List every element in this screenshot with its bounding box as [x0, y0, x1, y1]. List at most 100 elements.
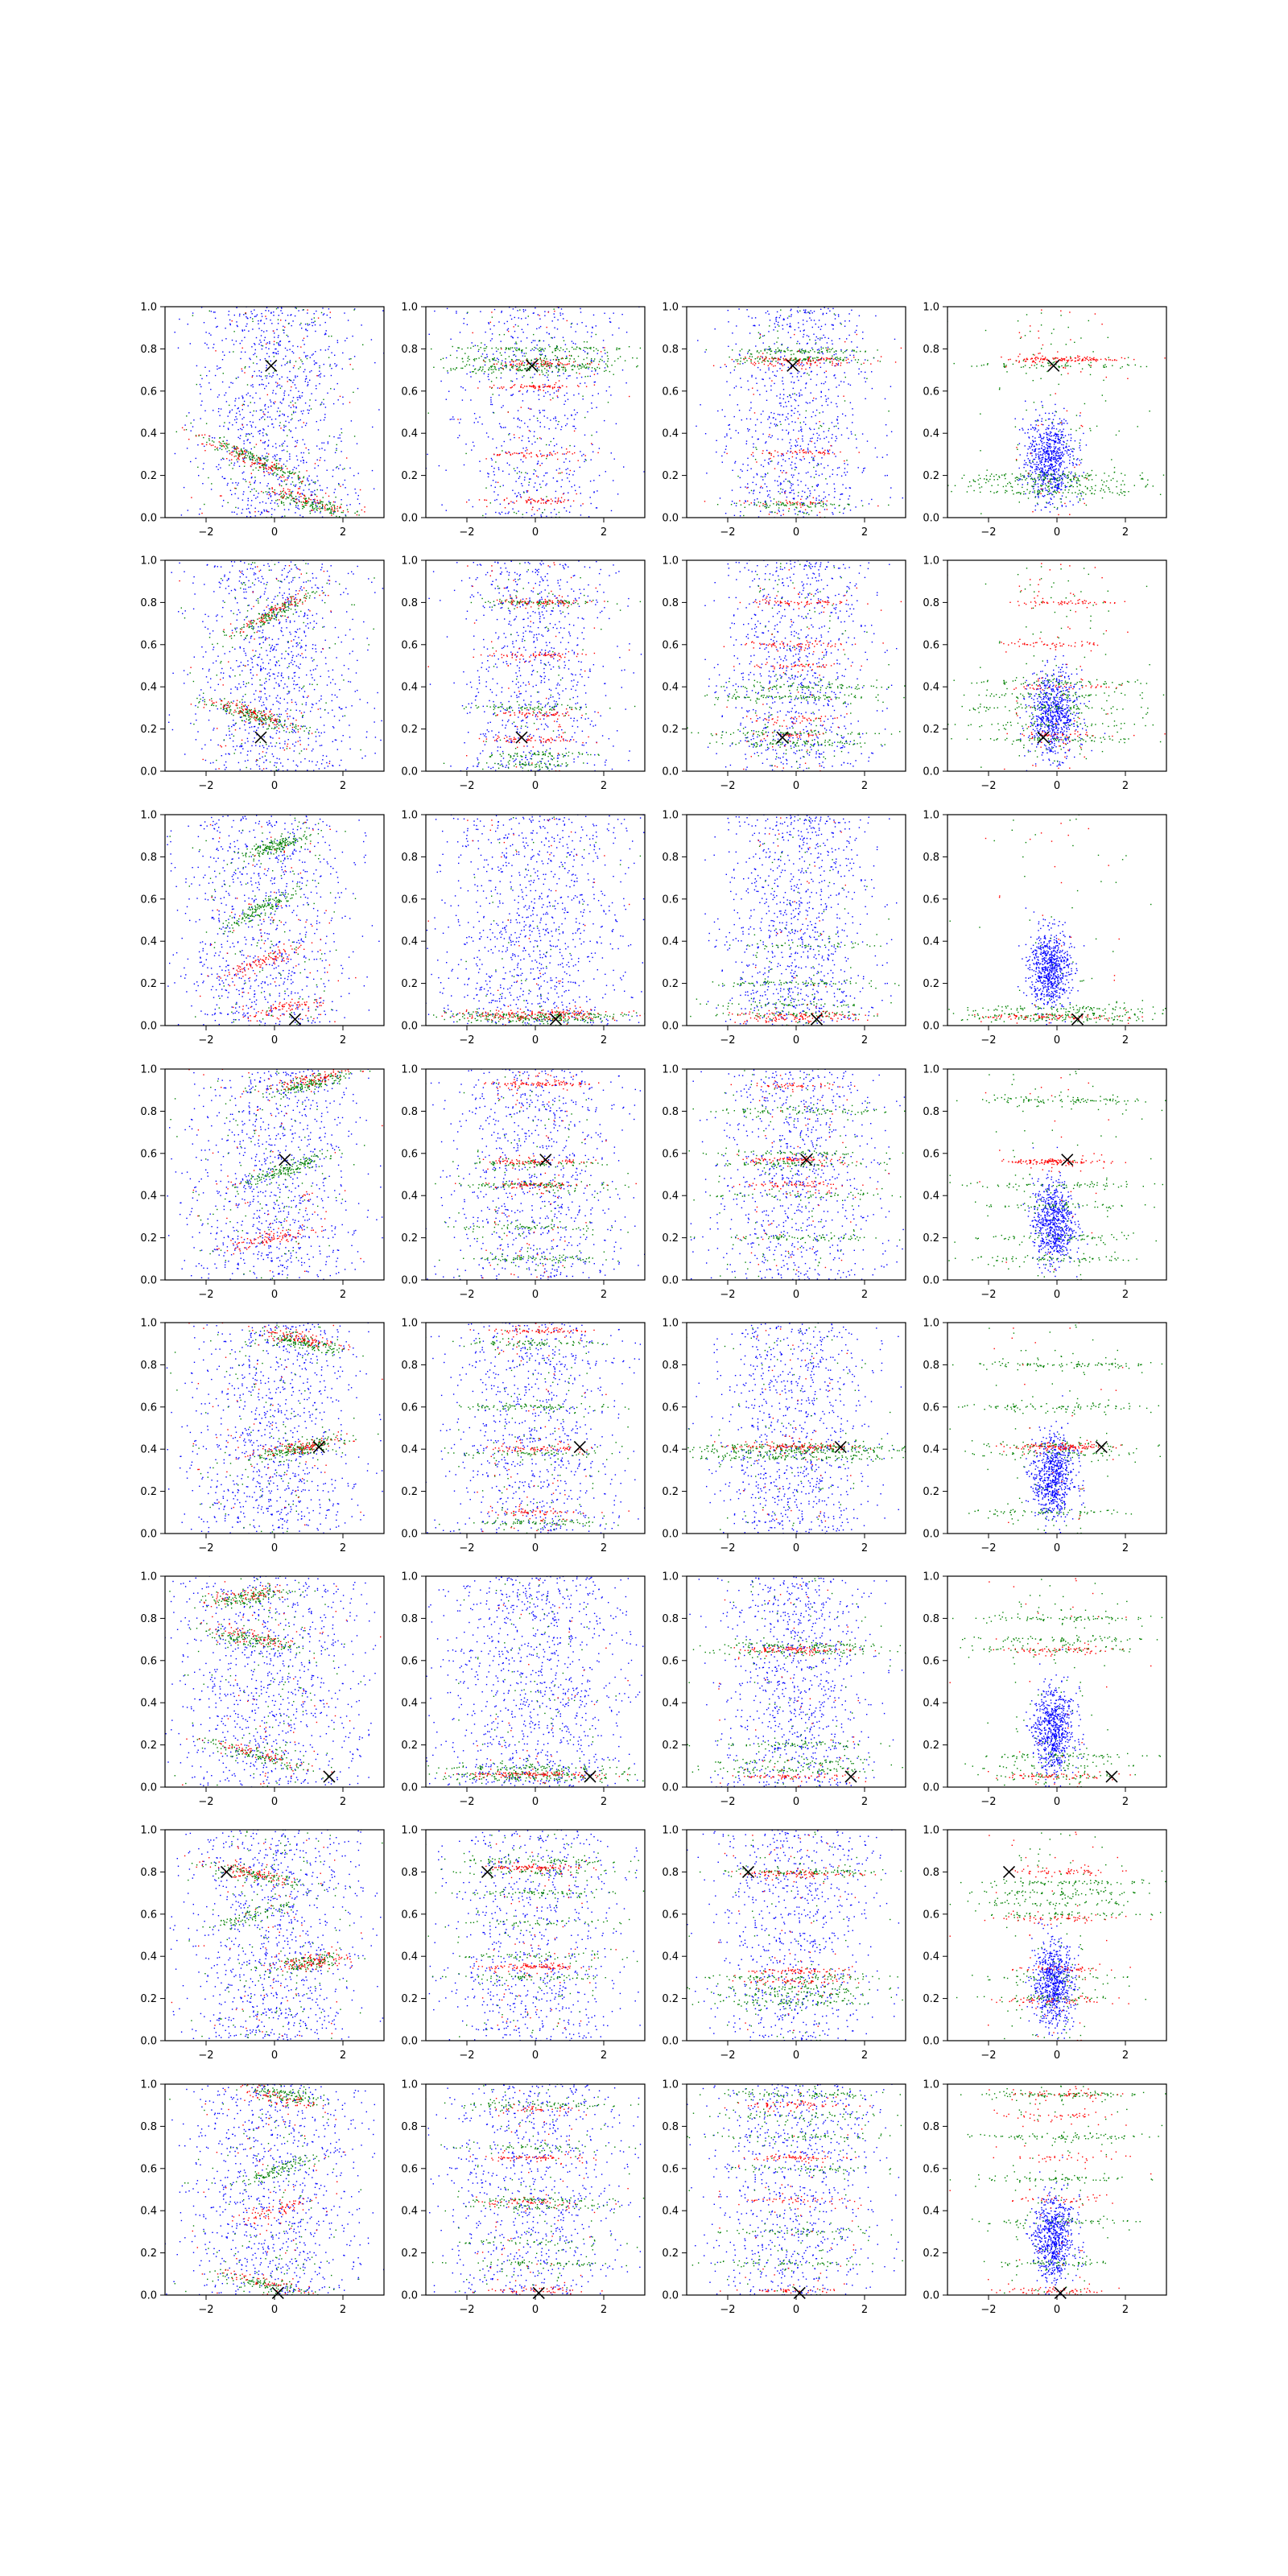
point [776, 341, 778, 343]
point [839, 511, 840, 514]
point [277, 473, 279, 476]
point [741, 419, 742, 421]
point [1024, 432, 1026, 434]
point [318, 502, 320, 504]
point [788, 508, 790, 510]
point [312, 499, 314, 501]
point [280, 427, 282, 429]
point [280, 310, 282, 312]
point [791, 415, 792, 417]
point [819, 452, 821, 454]
point [316, 502, 318, 504]
point [747, 486, 749, 489]
point [791, 502, 794, 504]
point [553, 386, 555, 389]
point [262, 432, 264, 434]
point [822, 313, 824, 316]
point [561, 366, 563, 368]
point [260, 466, 262, 469]
point [530, 362, 532, 364]
point [796, 376, 799, 378]
point [292, 382, 294, 383]
subplot-r0-c2: −2 0 20.00.20.40.60.81.0 [662, 302, 906, 539]
point [592, 314, 595, 316]
point [342, 403, 344, 405]
point [805, 452, 807, 454]
point [467, 357, 469, 359]
point [837, 416, 839, 418]
point [537, 420, 539, 422]
point [330, 511, 332, 513]
point [826, 349, 828, 351]
point [805, 417, 807, 419]
point [1050, 460, 1051, 461]
point [530, 367, 531, 369]
point [1053, 478, 1055, 480]
point [781, 464, 782, 467]
point [241, 448, 242, 450]
point [283, 392, 285, 394]
point [747, 483, 749, 485]
point [573, 358, 575, 360]
point [309, 357, 311, 358]
point [763, 335, 766, 336]
point [821, 351, 824, 353]
point [733, 415, 735, 418]
point [243, 400, 246, 402]
point [272, 372, 275, 374]
point [828, 493, 830, 496]
point [483, 348, 485, 349]
point [521, 362, 522, 365]
point [493, 359, 495, 361]
point [518, 369, 520, 372]
point [767, 365, 769, 366]
point [1063, 407, 1065, 410]
point [279, 425, 280, 427]
point [812, 433, 815, 436]
point [264, 357, 266, 360]
point [306, 500, 308, 502]
point [516, 378, 518, 380]
point [271, 490, 274, 493]
point [533, 333, 535, 336]
point [804, 349, 807, 351]
point [336, 466, 338, 468]
point [846, 357, 848, 358]
point [197, 466, 199, 469]
point [523, 361, 526, 364]
point [557, 375, 559, 377]
point [289, 489, 291, 491]
point [259, 457, 261, 460]
point [1025, 400, 1026, 402]
point [242, 509, 244, 510]
point [324, 449, 326, 451]
point [750, 359, 752, 361]
point [738, 410, 741, 411]
point [324, 333, 326, 336]
point [258, 343, 260, 345]
point [336, 341, 339, 344]
point [756, 382, 758, 384]
point [539, 354, 542, 356]
point [567, 477, 568, 479]
point [523, 375, 525, 377]
point [324, 414, 326, 415]
point [782, 470, 785, 472]
point [282, 413, 283, 415]
point [312, 503, 314, 506]
point [1051, 423, 1054, 425]
y-tick-label: 0.2 [662, 470, 679, 482]
point [632, 357, 634, 359]
point [329, 503, 331, 506]
point [300, 460, 302, 462]
point [779, 363, 781, 365]
point [217, 449, 219, 451]
point [609, 321, 611, 323]
point [1056, 450, 1058, 452]
point [217, 325, 218, 328]
point [281, 312, 283, 314]
point [508, 347, 510, 349]
point [317, 317, 320, 319]
point [279, 493, 281, 495]
point [549, 345, 551, 348]
